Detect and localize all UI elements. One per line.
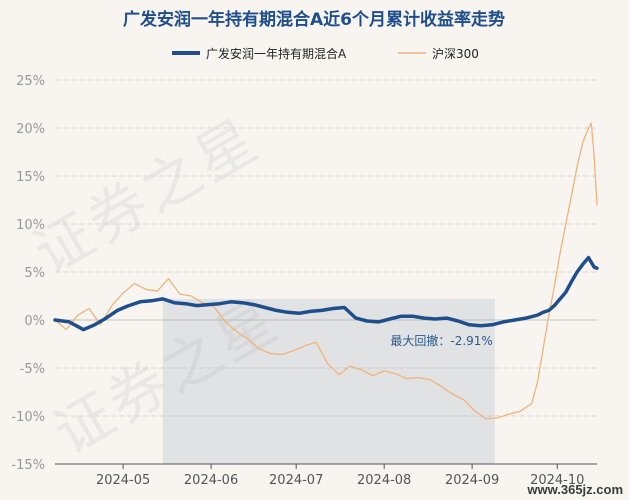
x-axis: 2024-05 2024-06 2024-07 2024-08 2024-09 2024-… bbox=[55, 463, 597, 488]
legend-label-fund: 广发安润一年持有期混合A bbox=[206, 46, 347, 61]
x-tick-label: 2024-10 bbox=[530, 473, 584, 488]
y-tick-label: 25% bbox=[16, 74, 45, 89]
y-tick-label: 5% bbox=[24, 266, 45, 281]
drawdown-label: 最大回撤：-2.91% bbox=[390, 333, 492, 348]
legend: 广发安润一年持有期混合A 沪深300 bbox=[172, 46, 479, 61]
x-tick-label: 2024-05 bbox=[96, 473, 150, 488]
x-tick-label: 2024-07 bbox=[269, 473, 323, 488]
series-line-index bbox=[54, 122, 598, 420]
y-tick-label: 0% bbox=[24, 314, 45, 329]
y-tick-label: 15% bbox=[16, 170, 45, 185]
chart-title: 广发安润一年持有期混合A近6个月累计收益率走势 bbox=[123, 9, 505, 30]
drawdown-region: 最大回撤：-2.91% bbox=[162, 298, 495, 464]
x-tick-label: 2024-06 bbox=[184, 473, 238, 488]
y-tick-label: -5% bbox=[20, 362, 45, 377]
series-group bbox=[53, 122, 599, 420]
y-tick-label: -10% bbox=[11, 410, 45, 425]
x-tick-label: 2024-08 bbox=[357, 473, 411, 488]
footer-brand: www.365jz.com bbox=[527, 482, 623, 497]
series-line-fund bbox=[53, 255, 599, 332]
drawdown-area bbox=[162, 298, 495, 464]
x-tick-label: 2024-09 bbox=[445, 473, 499, 488]
y-tick-label: 10% bbox=[16, 218, 45, 233]
legend-label-index: 沪深300 bbox=[432, 47, 479, 61]
y-tick-label: -15% bbox=[11, 458, 45, 473]
y-tick-label: 20% bbox=[16, 122, 45, 137]
y-axis: 25% 20% 15% 10% 5% 0% -5% -10% -15% bbox=[11, 74, 45, 473]
